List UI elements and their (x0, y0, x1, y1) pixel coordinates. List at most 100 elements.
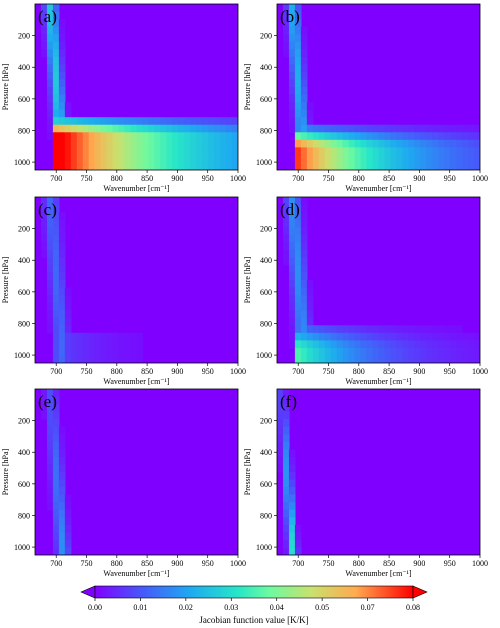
heatmap-cell (300, 197, 308, 206)
heatmap-cell (288, 272, 296, 281)
heatmap-cell (360, 325, 368, 334)
heatmap-cell (294, 41, 302, 50)
heatmap-cell (118, 117, 126, 126)
heatmap-cell (360, 332, 368, 341)
heatmap-cell (456, 347, 463, 357)
x-tick-label: 1000 (230, 367, 246, 376)
heatmap-cell (294, 79, 302, 88)
x-tick-label: 800 (353, 367, 365, 376)
y-tick-label: 200 (260, 32, 272, 41)
heatmap-cell (462, 332, 469, 341)
heatmap-cell (94, 132, 102, 141)
y-tick-label: 800 (260, 126, 272, 135)
heatmap-cell (402, 347, 409, 357)
heatmap-cell (288, 117, 296, 126)
heatmap-cell (282, 234, 290, 243)
heatmap-cell (52, 517, 60, 526)
heatmap-cell (154, 132, 161, 141)
heatmap-cell (52, 524, 60, 533)
heatmap-cell (348, 139, 356, 148)
heatmap-cell (88, 332, 96, 341)
heatmap-cell (378, 162, 386, 170)
heatmap-cell (324, 347, 332, 357)
heatmap-cell (196, 147, 203, 156)
x-tick-label: 950 (202, 559, 214, 568)
heatmap-cell (64, 332, 72, 341)
heatmap-cell (172, 132, 179, 141)
heatmap-cell (277, 434, 284, 443)
y-tick-label: 1000 (256, 351, 272, 360)
heatmap-cell (294, 109, 302, 118)
heatmap-cell (58, 456, 66, 466)
heatmap-cell (64, 162, 72, 170)
heatmap-cell (277, 449, 284, 458)
heatmap-cell (82, 132, 90, 141)
heatmap-cell (58, 139, 66, 148)
heatmap-cell (202, 147, 209, 156)
colorbar-tick-label: 0.08 (406, 603, 420, 612)
heatmap-cell (294, 272, 302, 281)
heatmap-cell (46, 302, 54, 311)
heatmap-cell (282, 4, 290, 13)
heatmap-cell (402, 325, 409, 334)
heatmap-cell (378, 147, 386, 156)
heatmap-cell (64, 517, 72, 526)
heatmap-cell (46, 426, 54, 435)
heatmap-cell (288, 524, 296, 533)
heatmap-cell (282, 464, 290, 473)
heatmap-cell (282, 257, 290, 266)
y-tick-label: 800 (18, 319, 30, 328)
heatmap-cell (462, 162, 469, 170)
heatmap-cell (46, 325, 54, 334)
heatmap-cell (468, 154, 475, 164)
heatmap-cell (196, 124, 203, 133)
heatmap-cell (46, 102, 54, 111)
heatmap-cell (354, 132, 362, 141)
heatmap-cell (438, 340, 445, 349)
heatmap-cell (220, 132, 227, 141)
heatmap-cell (46, 456, 54, 466)
x-tick-label: 800 (353, 174, 365, 183)
heatmap-cell (52, 411, 60, 420)
heatmap-cell (100, 162, 108, 170)
heatmap-cell (154, 117, 161, 126)
heatmap-cell (178, 154, 185, 164)
heatmap-cell (288, 317, 296, 326)
heatmap-cell (324, 325, 332, 334)
heatmap-cell (52, 34, 60, 43)
heatmap-cell (58, 287, 66, 296)
heatmap-cell (52, 197, 60, 206)
heatmap-cell (420, 332, 427, 341)
heatmap-cell (46, 502, 54, 511)
heatmap-cell (58, 234, 66, 243)
heatmap-cell (396, 124, 403, 133)
heatmap-cell (408, 147, 415, 156)
x-tick-label: 750 (81, 559, 93, 568)
heatmap-cell (348, 132, 356, 141)
heatmap-cells (40, 4, 238, 170)
heatmap-cell (336, 139, 344, 148)
heatmap-cell (118, 162, 126, 170)
heatmap-cell (94, 347, 102, 357)
heatmap-cell (70, 124, 78, 133)
heatmap-cell (76, 340, 84, 349)
heatmap-cell (348, 347, 356, 357)
heatmap-cell (202, 124, 209, 133)
heatmap-cell (390, 325, 398, 334)
heatmap-cell (64, 532, 72, 541)
heatmap-cell (294, 347, 302, 357)
heatmap-cell (58, 79, 66, 88)
heatmap-cell (342, 162, 350, 170)
heatmap-cell (106, 340, 114, 349)
heatmap-cell (70, 154, 78, 164)
heatmap-cell (288, 102, 296, 111)
heatmap-cell (64, 109, 72, 118)
heatmap-cell (64, 132, 72, 141)
colorbar-tick-label: 0.05 (315, 603, 329, 612)
heatmap-cell (88, 147, 96, 156)
heatmap-cell (196, 132, 203, 141)
heatmap-cell (46, 464, 54, 473)
heatmap-cell (402, 162, 409, 170)
heatmap-cell (318, 332, 326, 341)
heatmap-cell (384, 332, 392, 341)
